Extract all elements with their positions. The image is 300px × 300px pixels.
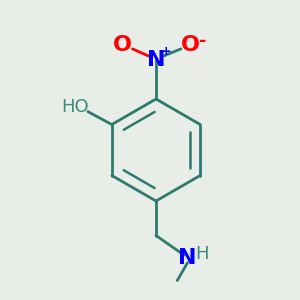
Text: -: - (200, 32, 207, 50)
Text: +: + (160, 45, 171, 58)
Text: O: O (113, 35, 132, 55)
Text: N: N (178, 248, 197, 268)
Text: HO: HO (61, 98, 89, 116)
Text: N: N (147, 50, 165, 70)
Text: O: O (180, 35, 200, 55)
Text: H: H (195, 245, 209, 263)
